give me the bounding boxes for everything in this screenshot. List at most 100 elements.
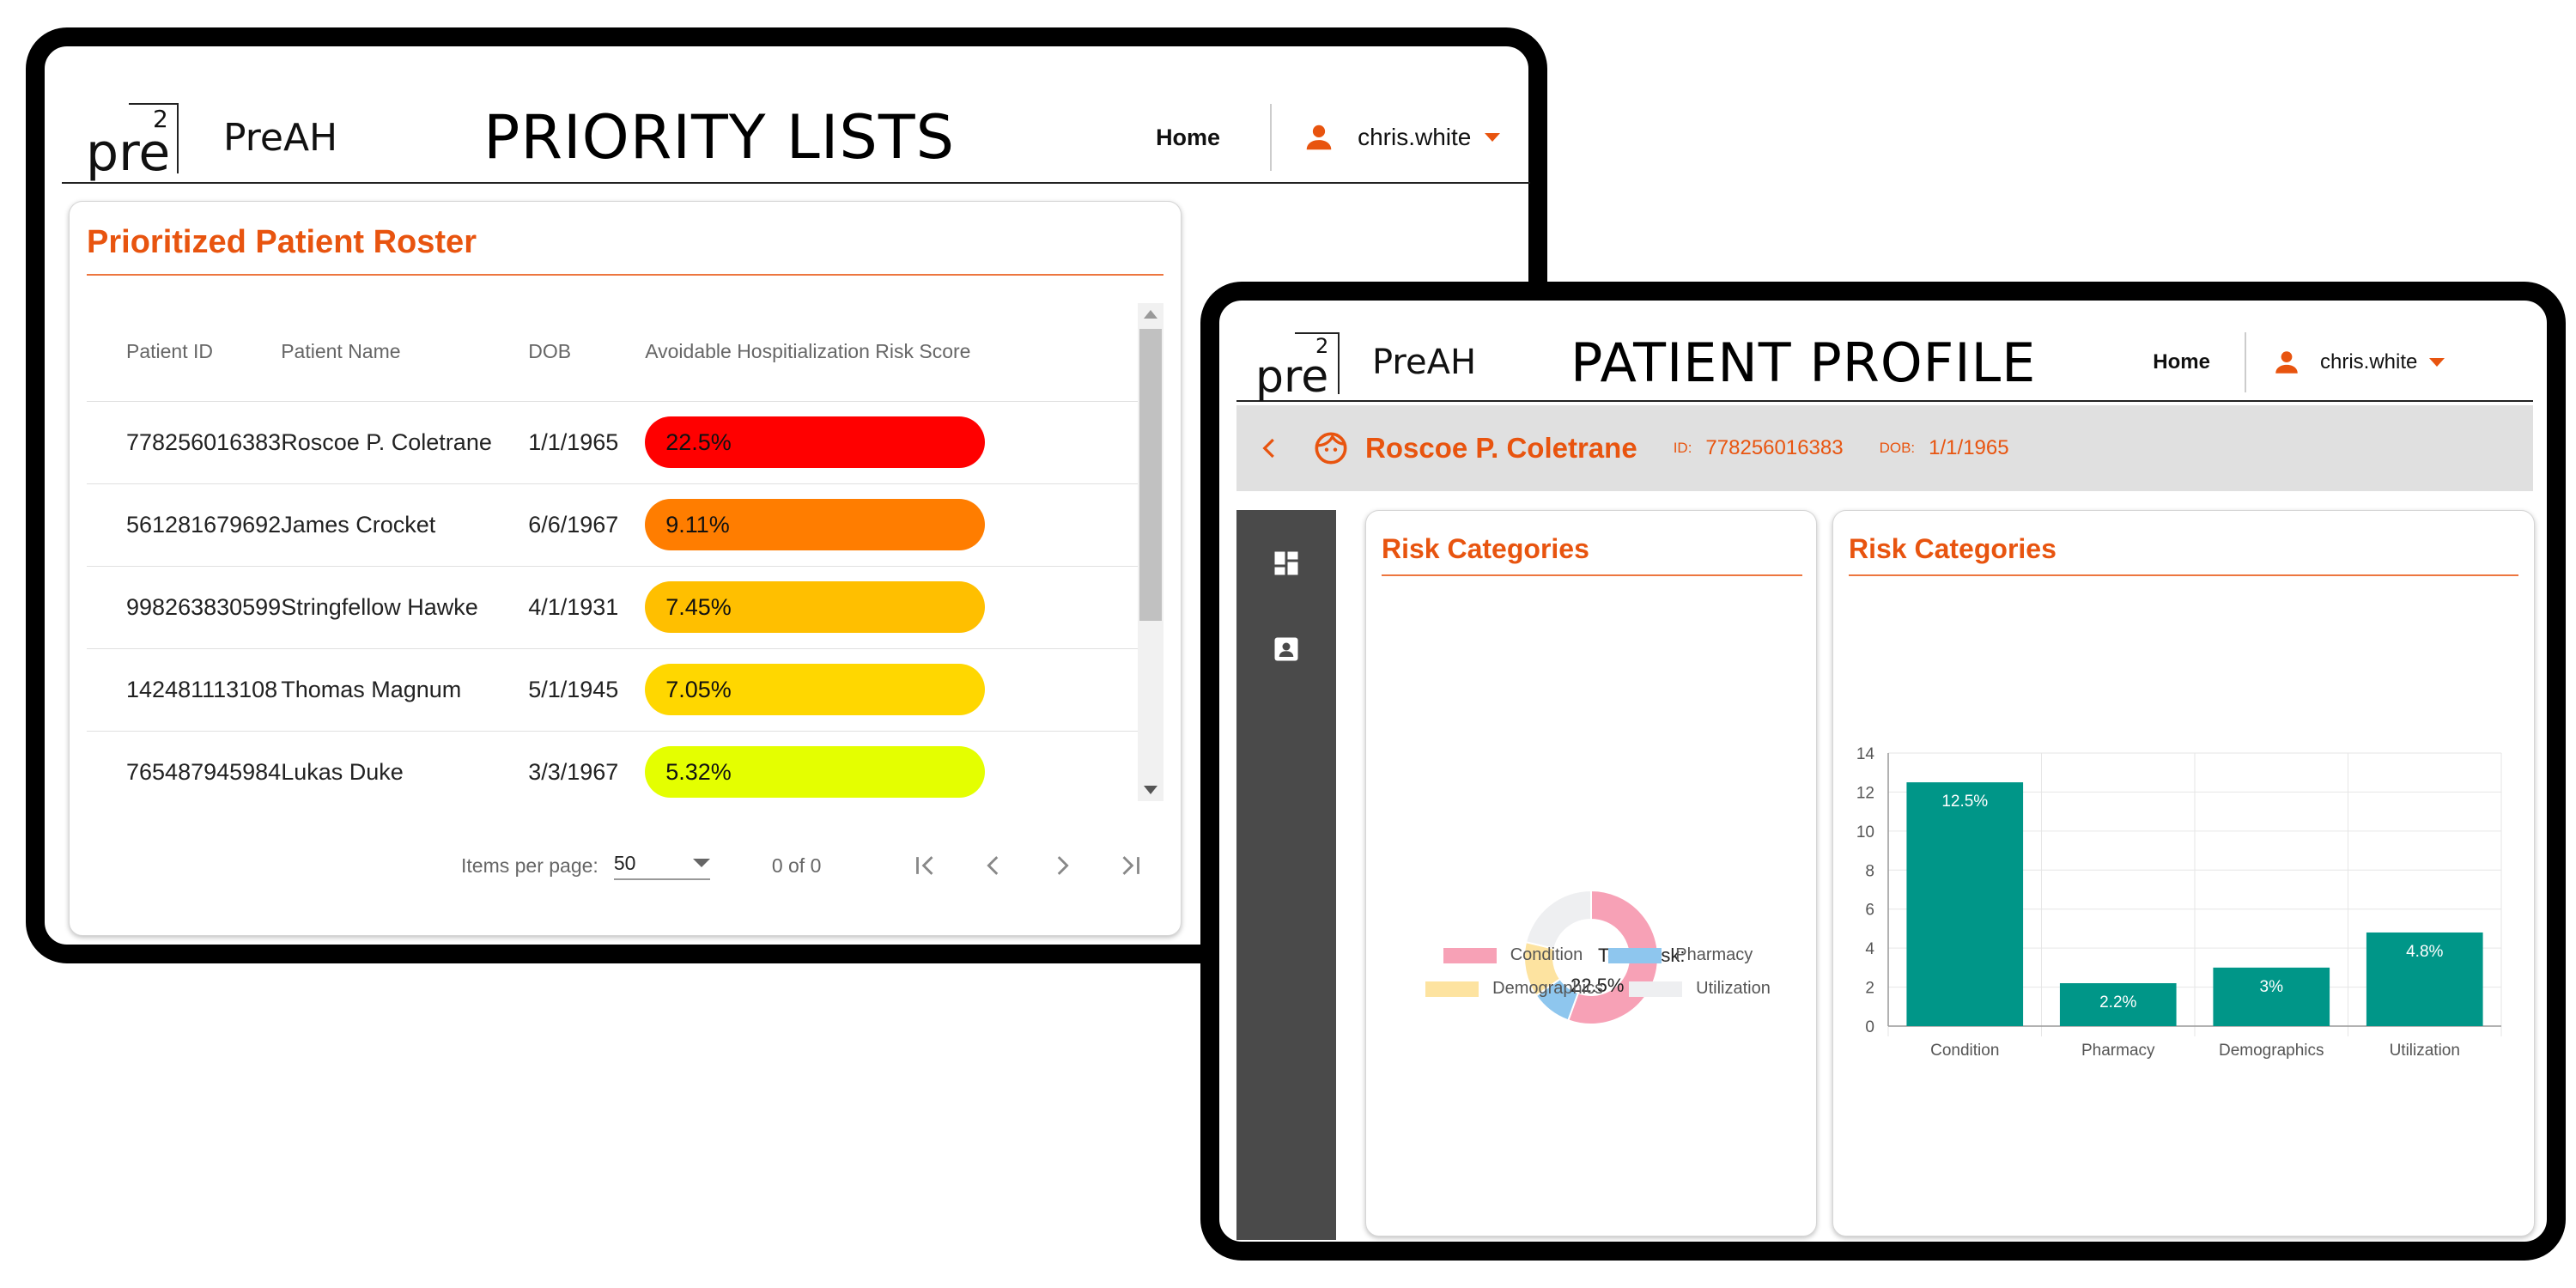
- table-row[interactable]: 142481113108 Thomas Magnum 5/1/1945 7.05…: [87, 648, 1138, 731]
- scroll-down-icon[interactable]: [1144, 786, 1157, 794]
- bar-data-label: 12.5%: [1941, 793, 1988, 811]
- y-tick-label: 0: [1865, 1018, 1874, 1036]
- first-page-icon[interactable]: [910, 851, 939, 880]
- bar-data-label: 3%: [2260, 978, 2284, 996]
- logo-frame: [1295, 332, 1340, 394]
- bar-demographics[interactable]: [2213, 967, 2330, 1026]
- page-range: 0 of 0: [771, 854, 822, 877]
- title-divider: [1849, 574, 2518, 576]
- patient-name: Thomas Magnum: [281, 676, 462, 702]
- legend-swatch: [1608, 947, 1662, 963]
- table-row[interactable]: 998263830599 Stringfellow Hawke 4/1/1931…: [87, 566, 1138, 648]
- previous-page-icon[interactable]: [979, 851, 1008, 880]
- last-page-icon[interactable]: [1116, 851, 1145, 880]
- items-per-page-select[interactable]: 50: [613, 851, 710, 880]
- patient-id: 998263830599: [126, 593, 282, 620]
- patient-id: 765487945984: [126, 758, 282, 785]
- app-header: pre 2 PreAH PRIORITY LISTS Home chris.wh…: [62, 93, 1530, 184]
- patient-profile-device: pre 2 PreAH PATIENT PROFILE Home chris.w…: [1200, 282, 2566, 1261]
- col-header-risk-score[interactable]: Avoidable Hospitialization Risk Score: [645, 340, 971, 363]
- app-name: PreAH: [223, 115, 338, 160]
- donut-slice-utilization[interactable]: [1524, 889, 1592, 951]
- legend-item[interactable]: Condition: [1443, 945, 1583, 965]
- user-menu[interactable]: chris.white: [1303, 121, 1501, 154]
- page-title: PRIORITY LISTS: [483, 102, 956, 173]
- risk-score-pill: 22.5%: [645, 416, 986, 468]
- patient-dob: 5/1/1945: [528, 676, 619, 702]
- roster-table: Patient ID Patient Name DOB Avoidable Ho…: [87, 303, 1138, 801]
- title-divider: [87, 274, 1163, 276]
- legend-label: Demographics: [1492, 979, 1604, 998]
- risk-score-pill: 7.45%: [645, 581, 986, 633]
- chevron-down-icon: [2429, 358, 2445, 367]
- patient-name: Lukas Duke: [281, 758, 404, 785]
- patient-id: 778256016383: [1705, 436, 1844, 459]
- donut-legend: Condition Pharmacy Demographics Utilizat…: [1418, 945, 1778, 999]
- user-menu[interactable]: chris.white: [2272, 348, 2445, 377]
- col-header-patient-id[interactable]: Patient ID: [126, 340, 213, 363]
- vertical-scrollbar[interactable]: [1138, 303, 1163, 801]
- y-tick-label: 8: [1865, 862, 1874, 880]
- patient-name: Roscoe P. Coletrane: [1365, 432, 1637, 464]
- table-row[interactable]: 765487945984 Lukas Duke 3/3/1967 5.32%: [87, 731, 1138, 801]
- scrollbar-thumb[interactable]: [1139, 329, 1162, 621]
- risk-score-pill: 9.11%: [645, 499, 986, 550]
- bar-card-title: Risk Categories: [1849, 533, 2057, 564]
- nav-home-link[interactable]: Home: [2153, 350, 2210, 374]
- patient-profile-screen: pre 2 PreAH PATIENT PROFILE Home chris.w…: [1219, 301, 2547, 1242]
- patient-id: 142481113108: [126, 676, 278, 702]
- risk-donut-chart: Total Risk: 22.5%: [1523, 889, 1685, 1025]
- table-row[interactable]: 561281679692 James Crocket 6/6/1967 9.11…: [87, 483, 1138, 566]
- bar-card: Risk Categories 0 2 4 6 8 10 12 14 12.5% Conditio…: [1832, 510, 2535, 1236]
- chevron-down-icon: [692, 859, 710, 867]
- legend-swatch: [1629, 981, 1683, 997]
- y-tick-label: 12: [1856, 784, 1874, 802]
- y-tick-label: 14: [1856, 745, 1875, 763]
- chevron-down-icon: [1485, 133, 1501, 142]
- items-per-page-value: 50: [613, 851, 636, 874]
- scroll-up-icon[interactable]: [1144, 310, 1157, 319]
- patient-dob: 3/3/1967: [528, 758, 619, 785]
- risk-score-pill: 5.32%: [645, 746, 986, 798]
- col-header-dob[interactable]: DOB: [528, 340, 572, 363]
- roster-title: Prioritized Patient Roster: [87, 224, 477, 260]
- patient-roster-card: Prioritized Patient Roster Patient ID Pa…: [69, 201, 1182, 936]
- header-divider: [1270, 104, 1273, 171]
- patient-id: 778256016383: [126, 428, 282, 455]
- face-icon: [1315, 432, 1347, 465]
- col-header-patient-name[interactable]: Patient Name: [281, 340, 401, 363]
- x-tick-label: Condition: [1930, 1042, 1999, 1060]
- y-tick-label: 6: [1865, 902, 1874, 920]
- logo-superscript: 2: [1315, 334, 1329, 358]
- legend-swatch: [1443, 947, 1497, 963]
- bar-utilization[interactable]: [2366, 932, 2483, 1026]
- dashboard-icon[interactable]: [1271, 548, 1302, 579]
- bar-pharmacy[interactable]: [2059, 983, 2177, 1026]
- patient-dob-label: DOB:: [1879, 440, 1916, 456]
- legend-swatch: [1425, 981, 1479, 997]
- donut-card-title: Risk Categories: [1382, 533, 1589, 564]
- y-tick-label: 10: [1856, 823, 1874, 841]
- nav-home-link[interactable]: Home: [1156, 124, 1221, 150]
- patient-dob: 1/1/1965: [1929, 436, 2009, 459]
- legend-item[interactable]: Utilization: [1629, 979, 1771, 999]
- back-arrow-icon[interactable]: [1257, 433, 1283, 464]
- paginator: Items per page: 50 0 of 0: [461, 851, 1145, 880]
- title-divider: [1382, 574, 1802, 576]
- x-tick-label: Pharmacy: [2081, 1042, 2155, 1060]
- patient-dob: 1/1/1965: [528, 428, 619, 455]
- risk-score-pill: 7.05%: [645, 664, 986, 715]
- legend-item[interactable]: Pharmacy: [1608, 945, 1753, 965]
- patient-id-label: ID:: [1673, 440, 1692, 456]
- table-row[interactable]: 778256016383 Roscoe P. Coletrane 1/1/196…: [87, 401, 1138, 483]
- next-page-icon[interactable]: [1048, 851, 1077, 880]
- legend-item[interactable]: Demographics: [1425, 979, 1603, 999]
- contact-card-icon[interactable]: [1271, 634, 1302, 665]
- legend-label: Pharmacy: [1675, 945, 1753, 964]
- x-tick-label: Utilization: [2390, 1042, 2460, 1060]
- side-nav: [1236, 510, 1336, 1240]
- x-tick-label: Demographics: [2219, 1042, 2324, 1060]
- logo: pre 2: [86, 101, 180, 179]
- bar-condition[interactable]: [1906, 782, 2024, 1026]
- page-title: PATIENT PROFILE: [1571, 331, 2037, 394]
